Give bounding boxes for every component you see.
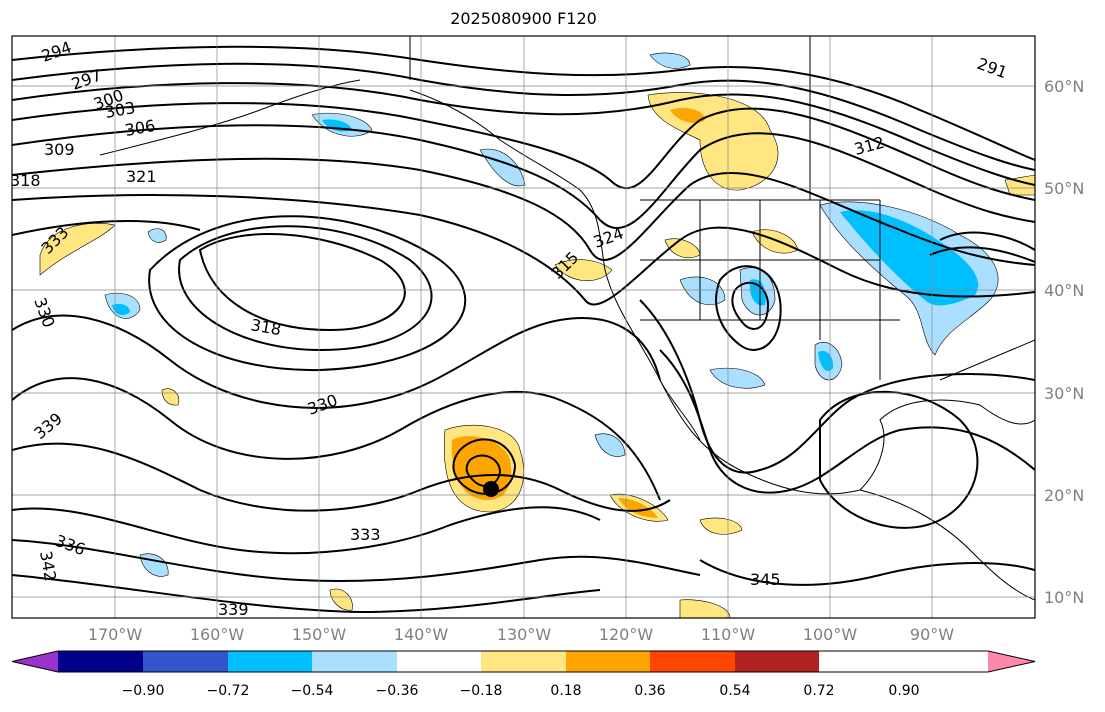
plot-frame [11,35,1036,619]
colorbar-segment [650,651,735,672]
colorbar-tick-label: −0.54 [290,683,334,699]
colorbar-tick-label: 0.36 [634,683,666,699]
colorbar-tick-label: 0.18 [550,683,582,699]
colorbar-segment [735,651,819,672]
contour-label: 345 [750,570,781,589]
colorbar-segment [312,651,397,672]
lon-label: 100°W [802,625,858,644]
contour-lines [12,45,1035,614]
lat-label: 30°N [1044,384,1085,403]
colorbar [11,650,1036,673]
colorbar-segment [481,651,566,672]
lon-label: 170°W [87,625,143,644]
lat-label: 50°N [1044,179,1085,198]
plot-background [12,36,1035,618]
colorbar-segment [566,651,650,672]
colorbar-tick-label: 0.72 [803,683,835,699]
colorbar-segment [397,651,481,672]
colorbar-segment [58,651,143,672]
contour-label: 339 [218,600,249,619]
negative-anomaly-areas [104,52,999,577]
lon-label: 90°W [909,625,955,644]
map-title: 2025080900 F120 [450,9,597,28]
gridlines [12,36,1035,618]
lat-label: 60°N [1044,77,1085,96]
contour-label: 309 [44,140,75,159]
lon-label: 160°W [189,625,245,644]
colorbar-segment [143,651,228,672]
storm-center-marker [483,481,499,497]
colorbar-tick-label: −0.18 [459,683,503,699]
colorbar-tick-label: −0.36 [375,683,419,699]
lat-label: 20°N [1044,486,1085,505]
contour-label: 318 [10,171,41,190]
colorbar-tick-label: 0.54 [719,683,751,699]
lat-label: 10°N [1044,588,1085,607]
lon-label: 130°W [496,625,552,644]
colorbar-extend-left [12,651,58,672]
contour-label: 321 [126,167,157,186]
lon-label: 140°W [393,625,449,644]
contour-label: 333 [350,525,381,544]
lon-label: 110°W [700,625,756,644]
colorbar-tick-label: −0.72 [206,683,250,699]
colorbar-extend-right [988,651,1035,672]
colorbar-segment [228,651,312,672]
colorbar-outline [11,650,1036,673]
lat-label: 40°N [1044,281,1085,300]
colorbar-tick-label: −0.90 [121,683,165,699]
lon-label: 120°W [598,625,654,644]
colorbar-tick-label: 0.90 [888,683,920,699]
lon-label: 150°W [291,625,347,644]
